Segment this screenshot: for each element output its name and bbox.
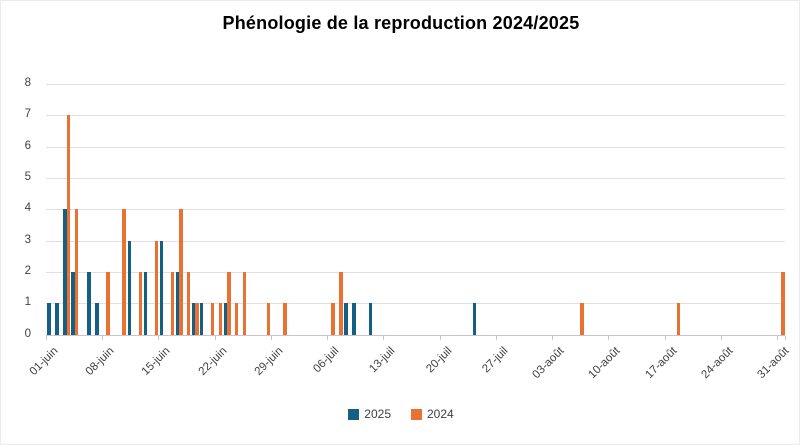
bar-2024-18-juin: [186, 271, 191, 335]
bar-2024-03-juin: [66, 115, 71, 335]
x-axis-label: 03-août: [530, 344, 567, 381]
bar-2025-23-juin: [223, 303, 228, 335]
x-axis-tick: [552, 335, 554, 340]
bar-2024-06-juil: [331, 303, 335, 335]
bar-2025-20-juin: [199, 303, 204, 335]
y-axis-label: 8: [24, 77, 31, 89]
gridline: [46, 115, 785, 117]
bar-2024-22-juin: [218, 303, 223, 335]
bar-2024-17-juin: [179, 209, 183, 335]
bar-2024-12-juin: [138, 271, 142, 335]
bar-2024-31-août: [781, 271, 785, 335]
bar-2025-01-juin: [47, 303, 51, 335]
y-axis-label: 3: [24, 233, 31, 246]
x-axis-label: 01-juin: [27, 344, 61, 378]
bar-2024-07-juil: [339, 271, 343, 335]
x-axis-tick: [495, 335, 497, 340]
y-axis-label: 1: [24, 296, 31, 309]
legend-swatch-2025: [348, 408, 360, 420]
x-axis-tick: [439, 335, 441, 340]
y-axis-label: 5: [24, 170, 31, 183]
x-axis-label: 27-juil: [480, 344, 511, 375]
x-axis-label: 17-août: [642, 344, 679, 381]
x-axis-tick: [46, 335, 47, 340]
x-axis-tick: [102, 335, 104, 340]
x-axis-label: 13-juil: [367, 344, 398, 375]
chart-title: Phénologie de la reproduction 2024/2025: [222, 13, 580, 33]
x-axis-label: 20-juil: [423, 344, 455, 375]
bar-2025-19-juin: [191, 303, 196, 335]
x-axis-tick: [664, 335, 666, 340]
bar-2025-09-juil: [352, 303, 356, 335]
x-axis-label: 06-juil: [311, 344, 342, 375]
y-axis-label: 2: [24, 264, 31, 277]
gridline: [46, 146, 785, 148]
x-axis-tick: [383, 335, 385, 340]
legend-label-2024: 2024: [427, 407, 454, 421]
gridline: [46, 84, 785, 85]
legend-swatch-2024: [411, 408, 422, 420]
bar-2024-18-août: [676, 303, 681, 335]
x-axis-label: 15-juin: [140, 344, 173, 378]
bar-2024-21-juin: [210, 303, 215, 335]
x-axis-tick: [158, 335, 160, 340]
bar-2024-25-juin: [242, 271, 247, 335]
x-axis-label: 24-août: [699, 344, 736, 381]
x-axis-tick: [270, 335, 272, 340]
bar-2024-24-juin: [234, 303, 239, 335]
x-axis-tick: [608, 335, 610, 340]
bar-2024-23-juin: [227, 271, 231, 335]
y-axis-label: 6: [24, 139, 31, 152]
bar-2025-02-juin: [55, 303, 59, 335]
bar-2025-06-juin: [87, 271, 91, 335]
bar-2025-24-juil: [472, 303, 477, 335]
x-axis-tick: [720, 335, 722, 340]
bar-2025-03-juin: [63, 209, 67, 335]
bar-2025-11-juil: [368, 303, 372, 335]
x-axis-tick: [214, 335, 216, 340]
bar-2025-08-juil: [344, 303, 348, 335]
gridline: [46, 271, 785, 273]
x-axis-label: 29-juin: [252, 344, 286, 378]
bar-2024-16-juin: [170, 271, 175, 335]
bar-2025-07-juin: [95, 303, 99, 335]
x-axis-tick: [327, 335, 329, 340]
bar-2024-14-juin: [154, 240, 158, 335]
bar-2024-10-juin: [122, 209, 126, 335]
bar-2024-06-août: [580, 303, 584, 335]
bar-2025-11-juin: [127, 240, 131, 335]
gridline: [46, 209, 785, 211]
legend-label-2025: 2025: [364, 407, 391, 421]
bar-2024-28-juin: [267, 303, 271, 335]
x-axis-label: 10-août: [586, 344, 623, 381]
legend-item-2025: 2025: [348, 407, 391, 421]
bar-2025-15-juin: [159, 240, 164, 335]
x-axis-label: 31-août: [755, 344, 792, 381]
bar-2024-08-juin: [106, 271, 110, 335]
bar-2024-30-juin: [283, 303, 287, 335]
x-axis-tick: [785, 335, 786, 340]
gridline: [46, 303, 785, 305]
bar-2025-04-juin: [71, 271, 75, 335]
y-axis-label: 4: [24, 202, 31, 215]
bar-2025-13-juin: [143, 271, 147, 335]
legend: 2025 2024: [1, 407, 799, 421]
x-axis-tick: [776, 335, 778, 340]
x-axis-line: [46, 334, 785, 336]
y-axis-label: 0: [24, 327, 31, 340]
bar-2025-17-juin: [175, 271, 180, 335]
gridline: [46, 240, 785, 242]
x-axis-label: 22-juin: [196, 344, 230, 378]
x-axis-label: 08-juin: [83, 344, 117, 378]
legend-item-2024: 2024: [411, 407, 454, 421]
bar-2024-04-juin: [74, 209, 79, 335]
bar-2024-19-juin: [195, 303, 199, 335]
y-axis-label: 7: [24, 108, 31, 121]
gridline: [46, 177, 785, 179]
